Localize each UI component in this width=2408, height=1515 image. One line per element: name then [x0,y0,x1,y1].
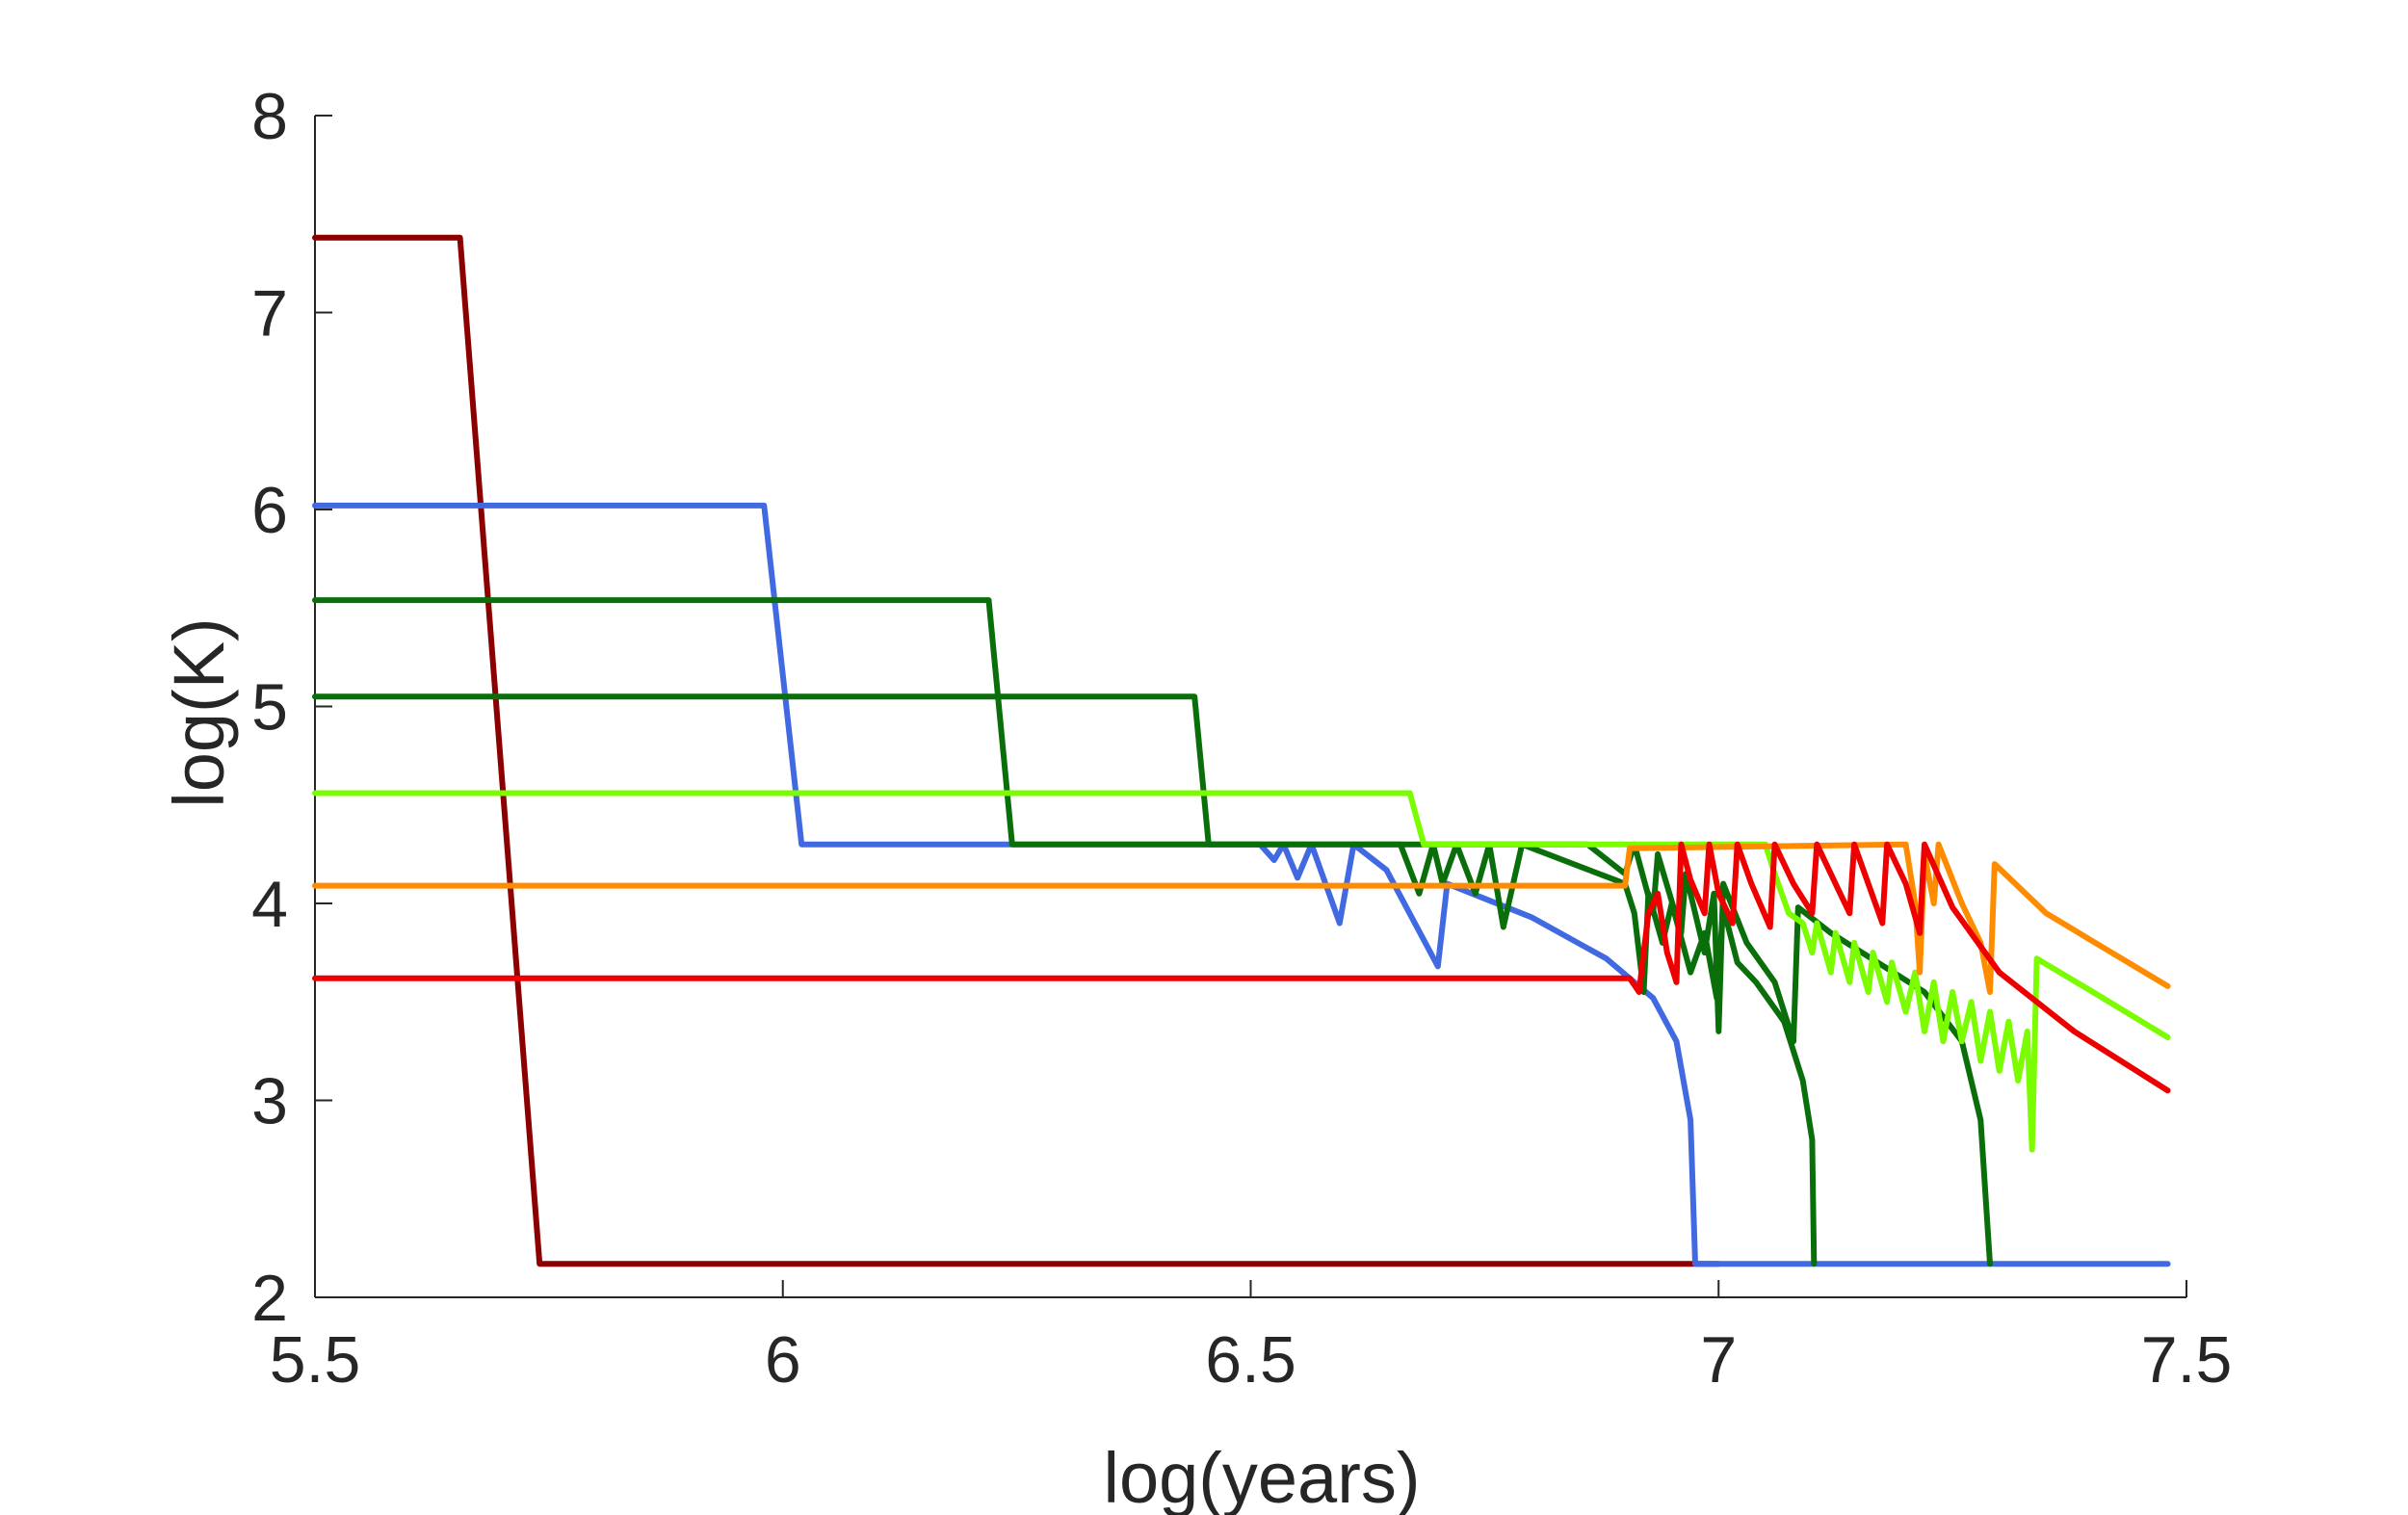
series-line-red [312,841,2171,1094]
y-tick-label: 3 [251,1065,288,1138]
y-tick-label: 6 [251,474,288,547]
y-tick-label: 2 [251,1262,288,1335]
y-tick-label: 7 [251,277,288,351]
axes [314,115,2187,1298]
series-line-dark-green-1 [312,597,1818,1267]
y-tick-label: 8 [251,80,288,153]
series-line-dark-red [312,234,1722,1267]
series-line-dark-green-2 [312,693,1993,1267]
tick-labels: 5.5 6 6.5 7 7.5 2 3 4 5 6 7 8 [251,80,2232,1397]
x-axis-label: log(years) [1104,1438,1421,1515]
y-axis-label: log(K) [159,617,239,807]
x-tick-label: 7.5 [2141,1323,2233,1397]
y-tick-label: 4 [251,868,288,941]
series-line-lime [312,790,2171,1153]
y-tick-label: 5 [251,671,288,744]
x-tick-label: 6 [765,1323,801,1397]
x-tick-label: 6.5 [1205,1323,1296,1397]
x-tick-label: 5.5 [270,1323,361,1397]
series-lines [312,234,2171,1267]
x-tick-label: 7 [1700,1323,1737,1397]
